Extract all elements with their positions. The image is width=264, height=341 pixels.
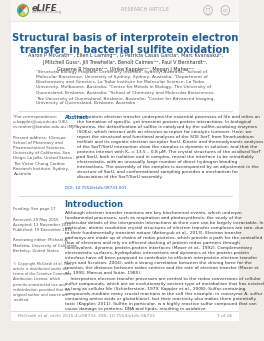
Circle shape xyxy=(18,5,28,16)
Text: 1 of 26: 1 of 26 xyxy=(217,314,232,318)
Wedge shape xyxy=(18,7,23,14)
Text: DOI: 10.7554/eLife.08733.001: DOI: 10.7554/eLife.08733.001 xyxy=(64,187,126,190)
Text: eLIFE: eLIFE xyxy=(32,3,57,13)
Text: cc: cc xyxy=(222,8,228,13)
Text: 🔓: 🔓 xyxy=(206,8,210,14)
Wedge shape xyxy=(20,10,26,16)
Text: Structural basis of interprotein electron
transfer in bacterial sulfite oxidatio: Structural basis of interprotein electro… xyxy=(12,33,238,55)
Text: *For correspondence:
u.kappler@uq.edu.au (UK);
m.maher@latrobe.edu.au (MJM)

Pre: *For correspondence: u.kappler@uq.edu.au… xyxy=(13,115,79,176)
Text: RESEARCH ARTICLE: RESEARCH ARTICLE xyxy=(121,7,169,12)
Text: Funding: See page 17

Received: 29 May 2015
Accepted: 13 November 2015
Published: Funding: See page 17 Received: 29 May 20… xyxy=(13,207,78,253)
Text: McGrath et al. eLife 2015;4:e08733. DOI: 10.7554/eLife.08733: McGrath et al. eLife 2015;4:e08733. DOI:… xyxy=(18,314,154,318)
Text: elifesciences.org: elifesciences.org xyxy=(32,10,62,14)
FancyBboxPatch shape xyxy=(11,0,239,321)
Text: © Copyright McGrath et al. This
article is distributed under the
terms of the Cr: © Copyright McGrath et al. This article … xyxy=(13,262,72,302)
Text: ¹Structural Biology Program, Centenary Institute, Sydney, Australia; ²School of
: ¹Structural Biology Program, Centenary I… xyxy=(36,70,214,105)
Text: Although electron transfer reactions are key biochemical events, which underpin : Although electron transfer reactions are… xyxy=(64,211,263,311)
Circle shape xyxy=(17,4,29,17)
FancyBboxPatch shape xyxy=(11,0,239,21)
Text: Abstract: Abstract xyxy=(64,115,88,120)
Text: Aaron P McGrathᵐʳ, Ellen L Lamingᵐʳ, G Patricia Casas Garcia¹, Marc Kvansakul²,
: Aaron P McGrathᵐʳ, Ellen L Lamingᵐʳ, G P… xyxy=(27,53,223,72)
Text: Interprotein electron transfer underpins the essential processes of life and rel: Interprotein electron transfer underpins… xyxy=(77,115,263,179)
Text: Introduction: Introduction xyxy=(64,199,124,209)
Wedge shape xyxy=(20,5,26,10)
